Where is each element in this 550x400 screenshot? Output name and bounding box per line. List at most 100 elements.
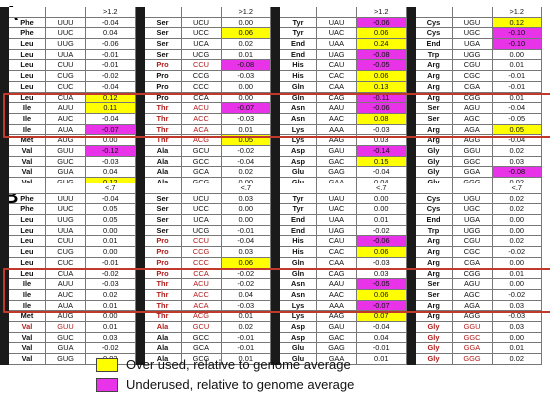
header-threshold-cell: >1.2 [492,7,542,18]
codon-cell: CCG [181,247,222,258]
block-separator-bar [135,71,145,82]
codon-cell: CGU [452,236,493,248]
block-separator-bar [0,156,9,168]
block-separator-bar [271,225,280,237]
block-separator-bar [0,268,9,280]
row-block: Ser AGU 0.00 [406,279,542,290]
block-separator-bar [406,183,416,194]
amino-acid-cell: Tyr [280,204,317,216]
row-block: Leu CUA 0.12 [0,92,136,104]
row-block: Cys UGU 0.02 [406,193,542,205]
codon-cell: GGU [452,321,493,333]
amino-acid-cell: Arg [415,257,453,269]
row-block: Gly GGA 0.01 [406,343,542,354]
value-cell: -0.08 [221,60,271,72]
row-block: Cys UGC -0.10 [406,28,542,40]
amino-acid-cell: Pro [144,81,182,93]
amino-acid-cell: Cys [415,28,453,40]
amino-acid-cell: Lys [280,311,317,322]
codon-cell: ACU [181,103,222,114]
amino-acid-cell: Ser [144,17,182,29]
codon-cell: ACU [181,279,222,290]
header-blank-cell [317,183,357,194]
amino-acid-cell: Ser [415,279,453,290]
value-cell: 0.01 [221,354,271,365]
value-cell: -0.02 [86,343,136,354]
amino-acid-cell: Trp [415,49,453,61]
amino-acid-cell: Ala [144,343,182,354]
value-cell: -0.04 [221,236,271,248]
amino-acid-cell: Val [9,354,46,365]
codon-cell: AUU [46,103,86,114]
row-block: Pro CCG -0.03 [135,71,271,82]
block-separator-bar [0,289,9,301]
amino-acid-cell: Gln [280,268,317,280]
table-row: Leu UUA 0.00 Ser UCG -0.01 End UAG -0.02 Trp UGG 0.… [0,225,542,237]
amino-acid-cell: Arg [415,71,453,82]
amino-acid-cell: Leu [9,60,46,72]
amino-acid-cell: His [280,247,317,258]
row-block: Val GUU 0.01 [0,321,136,333]
header-block: <.7 [271,183,407,194]
table-row: Phe UUU -0.04 Ser UCU 0.03 Tyr UAU 0.00 Cys UGU 0.0… [0,193,542,205]
value-cell: 0.06 [357,71,407,82]
value-cell: -0.03 [221,71,271,82]
row-block: Asp GAU -0.14 [271,145,407,157]
row-block: Lys AAA -0.07 [271,300,407,312]
block-separator-bar [406,257,416,269]
codon-cell: CAG [317,92,357,104]
codon-cell: CCA [181,92,222,104]
value-cell: -0.01 [86,257,136,269]
value-cell: 0.01 [221,311,271,322]
block-separator-bar [0,311,9,322]
header-threshold-cell: >1.2 [221,7,271,18]
amino-acid-cell: Pro [144,236,182,248]
value-cell: 0.03 [357,135,407,146]
amino-acid-cell: Ser [144,204,182,216]
value-cell: -0.03 [86,156,136,168]
row-block: Ser AGC -0.02 [406,289,542,301]
value-cell: -0.02 [492,247,542,258]
value-cell: -0.03 [492,311,542,322]
value-cell: -0.01 [221,343,271,354]
codon-cell: ACA [181,124,222,136]
row-block: End UAA 0.01 [271,215,407,226]
codon-cell: AAA [317,300,357,312]
amino-acid-cell: Cys [415,204,453,216]
value-cell: 0.05 [492,124,542,136]
block-separator-bar [271,193,280,205]
row-block: Ser UCG 0.01 [135,49,271,61]
row-block: Arg CGC -0.02 [406,247,542,258]
amino-acid-cell: Ile [9,279,46,290]
amino-acid-cell: Arg [415,236,453,248]
value-cell: 0.01 [86,300,136,312]
amino-acid-cell: Asn [280,289,317,301]
codon-cell: GUG [46,354,86,365]
codon-cell: CGC [452,71,493,82]
block-separator-bar [406,204,416,216]
row-block: Lys AAA -0.03 [271,124,407,136]
row-block: Leu CUU 0.01 [0,236,136,248]
amino-acid-cell: Glu [280,167,317,178]
amino-acid-cell: Ser [144,49,182,61]
block-separator-bar [0,183,9,194]
block-separator-bar [271,236,280,248]
codon-cell: UUA [46,225,86,237]
value-cell: 0.02 [492,354,542,365]
value-cell: 0.01 [492,60,542,72]
row-block: End UAG -0.02 [271,225,407,237]
codon-cell: AUC [46,113,86,125]
amino-acid-cell: Arg [415,247,453,258]
codon-cell: CGU [452,60,493,72]
amino-acid-cell: Ser [415,289,453,301]
value-cell: 0.13 [357,81,407,93]
row-block: Arg CGG 0.01 [406,268,542,280]
codon-cell: GUC [46,332,86,344]
block-separator-bar [271,71,280,82]
codon-cell: UGU [452,193,493,205]
value-cell: -0.04 [86,17,136,29]
header-block: <.7 [0,183,136,194]
header-threshold-cell: <.7 [357,183,407,194]
amino-acid-cell: Pro [144,60,182,72]
value-cell: -0.01 [221,332,271,344]
